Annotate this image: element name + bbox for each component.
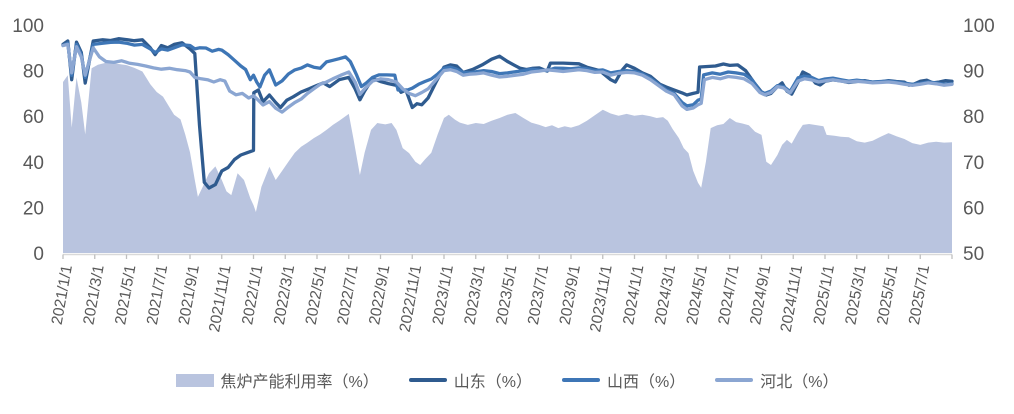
series-area-capacity-utilization	[63, 62, 952, 254]
x-axis-label: 2022/5/1	[303, 264, 330, 326]
x-axis-label: 2021/9/1	[176, 264, 203, 326]
series-line-shandong	[61, 37, 954, 190]
legend-label: 山西（%）	[607, 374, 686, 391]
x-axis-label: 2025/1/1	[811, 264, 838, 326]
x-axis-label: 2021/5/1	[112, 264, 139, 326]
x-axis-label: 2023/5/1	[493, 264, 520, 326]
y-axis-right-label: 80	[963, 107, 984, 128]
x-axis-label: 2022/11/1	[397, 264, 426, 334]
x-axis-label: 2024/9/1	[747, 264, 774, 326]
legend-area-swatch	[175, 373, 214, 387]
x-axis-label: 2025/7/1	[906, 264, 933, 326]
x-axis-label: 2024/5/1	[684, 264, 711, 326]
x-axis-label: 2021/7/1	[144, 264, 171, 326]
x-axis-label: 2023/3/1	[461, 264, 488, 326]
y-axis-right-label: 50	[963, 244, 984, 265]
y-axis-right-label: 90	[963, 62, 984, 83]
legend-item-shandong: 山东（%）	[408, 368, 532, 392]
y-axis-left-label: 60	[23, 107, 44, 128]
x-axis-label: 2024/3/1	[652, 264, 679, 326]
y-axis-right-label: 60	[963, 198, 984, 219]
legend-label: 焦炉产能利用率（%）	[220, 374, 379, 391]
x-axis-label: 2021/3/1	[80, 264, 107, 326]
x-axis-label: 2023/1/1	[430, 264, 457, 326]
x-axis-label: 2022/9/1	[366, 264, 393, 326]
legend-label: 河北（%）	[760, 374, 839, 391]
x-axis-label: 2022/3/1	[271, 264, 298, 326]
legend-line-swatch	[562, 378, 600, 382]
y-axis-left-label: 0	[33, 244, 44, 265]
x-axis-label: 2023/11/1	[587, 264, 616, 334]
y-axis-left-label: 40	[23, 153, 44, 174]
y-axis-left-label: 20	[23, 198, 44, 219]
legend-item-hebei: 河北（%）	[715, 368, 838, 392]
legend-line-swatch	[715, 378, 754, 382]
series-line-hebei	[61, 42, 954, 114]
x-axis-label: 2024/1/1	[620, 264, 647, 326]
y-axis-left-label: 100	[12, 16, 44, 37]
legend: 焦炉产能利用率（%） 山东（%） 山西（%） 河北（%）	[0, 368, 1014, 392]
x-axis-label: 2022/7/1	[334, 264, 361, 326]
y-axis-right-label: 70	[963, 153, 984, 174]
x-axis-label: 2021/11/1	[206, 264, 235, 334]
legend-item-shanxi: 山西（%）	[562, 368, 685, 392]
x-axis-label: 2024/11/1	[778, 264, 807, 334]
x-axis-label: 2023/9/1	[557, 264, 584, 326]
legend-line-swatch	[408, 378, 447, 382]
x-axis-label: 2023/7/1	[525, 264, 552, 326]
y-axis-left-label: 80	[23, 62, 44, 83]
x-axis-label: 2024/7/1	[715, 264, 742, 326]
x-axis-label: 2025/3/1	[842, 264, 869, 326]
y-axis-right-label: 100	[963, 16, 995, 37]
x-axis-label: 2021/1/1	[49, 264, 76, 326]
legend-item-capacity-utilization: 焦炉产能利用率（%）	[175, 368, 379, 392]
x-axis-label: 2025/5/1	[874, 264, 901, 326]
legend-label: 山东（%）	[453, 374, 532, 391]
x-axis-label: 2022/1/1	[239, 264, 266, 326]
